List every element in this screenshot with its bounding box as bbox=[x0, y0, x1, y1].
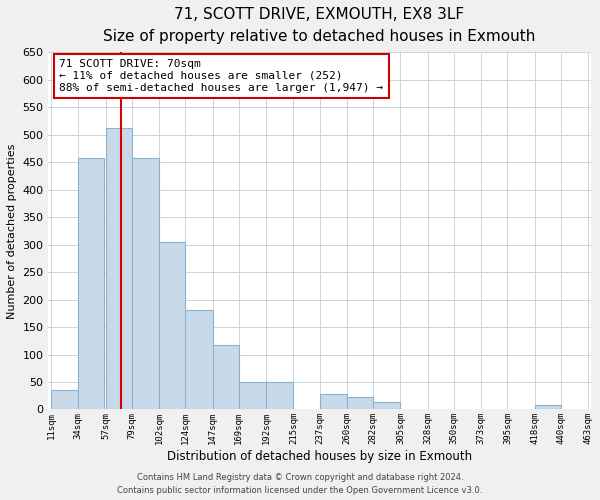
Text: Contains HM Land Registry data © Crown copyright and database right 2024.
Contai: Contains HM Land Registry data © Crown c… bbox=[118, 474, 482, 495]
Bar bbox=[51, 390, 78, 409]
Bar bbox=[78, 158, 104, 409]
Bar bbox=[347, 398, 373, 409]
Bar bbox=[212, 345, 239, 410]
Bar bbox=[266, 382, 293, 409]
Bar bbox=[106, 128, 132, 410]
Bar bbox=[320, 394, 347, 409]
Bar bbox=[185, 310, 212, 410]
Bar bbox=[373, 402, 400, 409]
Bar bbox=[132, 158, 159, 410]
Bar bbox=[535, 405, 561, 409]
Y-axis label: Number of detached properties: Number of detached properties bbox=[7, 143, 17, 318]
Bar bbox=[239, 382, 266, 409]
X-axis label: Distribution of detached houses by size in Exmouth: Distribution of detached houses by size … bbox=[167, 450, 472, 463]
Text: 71 SCOTT DRIVE: 70sqm
← 11% of detached houses are smaller (252)
88% of semi-det: 71 SCOTT DRIVE: 70sqm ← 11% of detached … bbox=[59, 60, 383, 92]
Title: 71, SCOTT DRIVE, EXMOUTH, EX8 3LF
Size of property relative to detached houses i: 71, SCOTT DRIVE, EXMOUTH, EX8 3LF Size o… bbox=[103, 7, 536, 44]
Bar bbox=[159, 242, 185, 410]
